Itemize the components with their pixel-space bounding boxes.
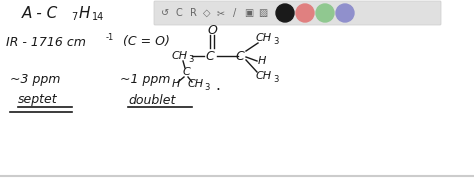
Text: CH: CH <box>256 33 272 43</box>
Text: ↺: ↺ <box>161 8 169 18</box>
Text: ✂: ✂ <box>217 8 225 18</box>
Text: 3: 3 <box>273 38 278 46</box>
Text: C: C <box>182 67 190 77</box>
Text: 3: 3 <box>188 55 193 64</box>
Text: C: C <box>236 49 245 63</box>
Circle shape <box>296 4 314 22</box>
Text: A - C: A - C <box>22 5 58 20</box>
Text: doublet: doublet <box>128 94 175 107</box>
Text: /: / <box>233 8 237 18</box>
Circle shape <box>276 4 294 22</box>
Text: CH: CH <box>256 71 272 81</box>
Text: ▣: ▣ <box>245 8 254 18</box>
Circle shape <box>336 4 354 22</box>
Text: IR - 1716 cm: IR - 1716 cm <box>6 36 86 48</box>
Text: ◇: ◇ <box>203 8 211 18</box>
Text: CH: CH <box>172 51 188 61</box>
Text: (C = O): (C = O) <box>123 36 170 48</box>
Text: ~3 ppm: ~3 ppm <box>10 74 60 87</box>
Text: 3: 3 <box>273 76 278 85</box>
Text: .: . <box>215 77 220 92</box>
Text: O: O <box>207 23 217 36</box>
Text: 3: 3 <box>204 83 210 92</box>
Text: -1: -1 <box>106 33 114 42</box>
Text: ▨: ▨ <box>258 8 268 18</box>
Circle shape <box>316 4 334 22</box>
Text: H: H <box>79 5 91 20</box>
FancyBboxPatch shape <box>154 1 441 25</box>
Text: CH: CH <box>188 79 204 89</box>
Text: R: R <box>190 8 196 18</box>
Text: C: C <box>176 8 182 18</box>
Text: 14: 14 <box>92 12 104 22</box>
Text: C: C <box>206 49 214 63</box>
Text: 7: 7 <box>71 12 77 22</box>
Text: H: H <box>172 79 181 89</box>
Text: H: H <box>258 56 266 66</box>
Text: septet: septet <box>18 94 58 107</box>
Text: ~1 ppm: ~1 ppm <box>120 74 170 87</box>
